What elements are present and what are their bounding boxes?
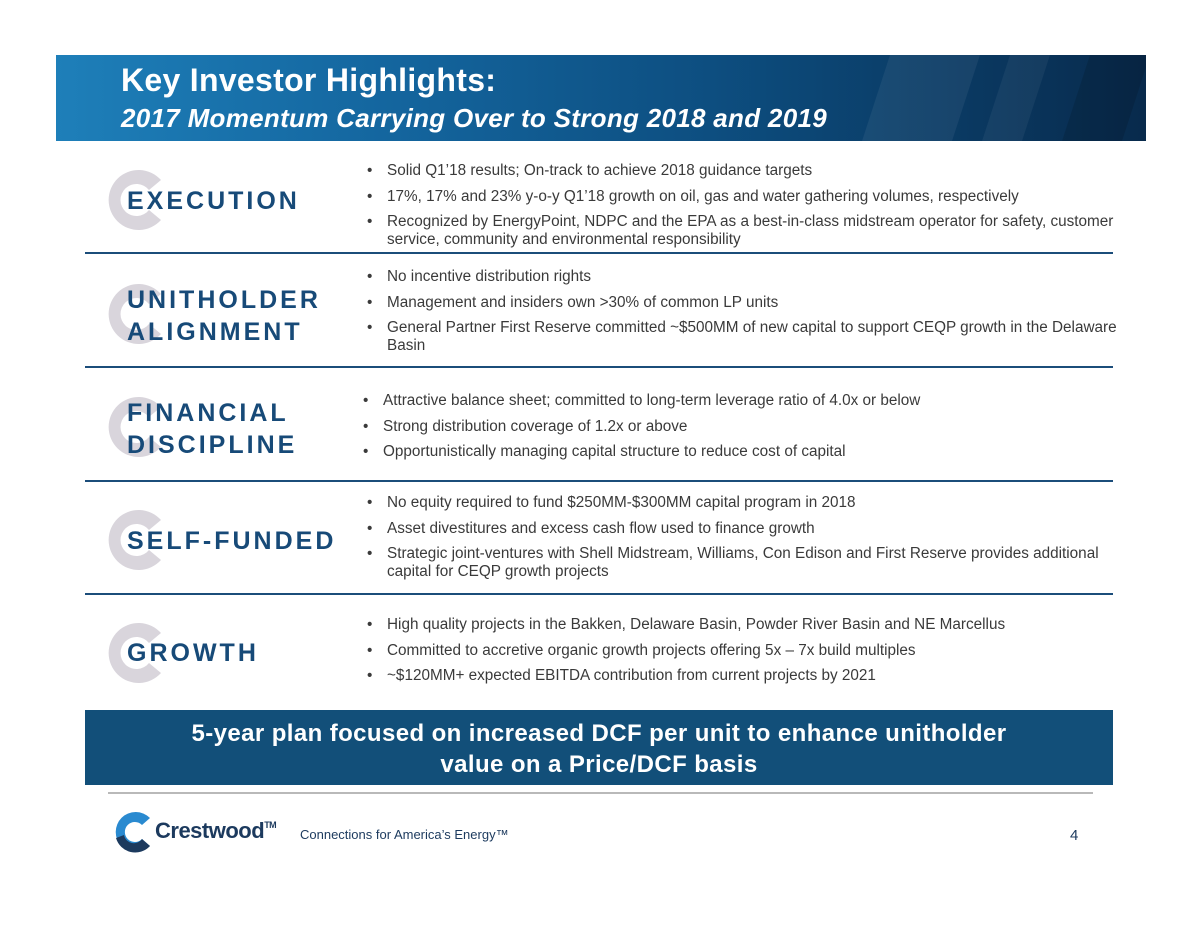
section-divider xyxy=(85,593,1113,595)
section-label: GROWTH xyxy=(127,637,259,669)
logo-wordmark: CrestwoodTM xyxy=(155,818,277,844)
bullet-item: Management and insiders own >30% of comm… xyxy=(367,294,1127,312)
bullet-item: No equity required to fund $250MM-$300MM… xyxy=(367,494,1127,512)
bullet-item: 17%, 17% and 23% y-o-y Q1’18 growth on o… xyxy=(367,188,1127,206)
decorative-streak xyxy=(1062,55,1146,141)
section-divider xyxy=(85,480,1113,482)
section-self-funded: SELF-FUNDED No equity required to fund $… xyxy=(85,482,1113,595)
section-label-line: DISCIPLINE xyxy=(127,431,298,459)
summary-banner-line: 5-year plan focused on increased DCF per… xyxy=(191,720,1007,747)
bullet-item: Solid Q1’18 results; On-track to achieve… xyxy=(367,162,1127,180)
crestwood-c-mark-icon xyxy=(108,623,161,683)
bullet-item: Recognized by EnergyPoint, NDPC and the … xyxy=(367,213,1127,249)
crestwood-c-mark-icon xyxy=(108,510,161,570)
bullet-item: Attractive balance sheet; committed to l… xyxy=(363,392,1123,410)
section-divider xyxy=(85,252,1113,254)
section-label-line: SELF-FUNDED xyxy=(127,527,337,555)
bullet-item: Asset divestitures and excess cash flow … xyxy=(367,520,1127,538)
footer-tagline: Connections for America’s Energy™ xyxy=(300,827,509,842)
logo-wordmark-text: Crestwood xyxy=(155,818,265,843)
section-label-line: FINANCIAL xyxy=(127,399,289,427)
section-execution: EXECUTION Solid Q1’18 results; On-track … xyxy=(85,150,1113,256)
footer-divider xyxy=(108,792,1093,794)
decorative-streak xyxy=(862,55,980,141)
section-growth: GROWTH High quality projects in the Bakk… xyxy=(85,595,1113,705)
bullet-list: High quality projects in the Bakken, Del… xyxy=(367,616,1127,693)
bullet-list: No equity required to fund $250MM-$300MM… xyxy=(367,494,1127,589)
bullet-item: No incentive distribution rights xyxy=(367,268,1127,286)
bullet-item: Committed to accretive organic growth pr… xyxy=(367,642,1127,660)
section-label: FINANCIAL DISCIPLINE xyxy=(127,397,297,461)
section-label-line: EXECUTION xyxy=(127,187,300,215)
crestwood-logo-icon xyxy=(115,812,150,853)
section-label-line: ALIGNMENT xyxy=(127,318,303,346)
section-label: UNITHOLDER ALIGNMENT xyxy=(127,284,321,348)
logo-trademark: TM xyxy=(264,820,277,830)
summary-banner: 5-year plan focused on increased DCF per… xyxy=(85,710,1113,785)
section-unitholder-alignment: UNITHOLDER ALIGNMENT No incentive distri… xyxy=(85,256,1117,369)
section-label: SELF-FUNDED xyxy=(127,525,336,557)
crestwood-c-mark-icon xyxy=(108,397,161,457)
summary-banner-line: value on a Price/DCF basis xyxy=(440,751,758,778)
crestwood-logo: CrestwoodTM xyxy=(110,808,300,858)
crestwood-c-mark-icon xyxy=(108,284,161,344)
section-financial-discipline: FINANCIAL DISCIPLINE Attractive balance … xyxy=(85,369,1113,482)
page-title: Key Investor Highlights: xyxy=(121,62,497,98)
bullet-item: Strategic joint-ventures with Shell Mids… xyxy=(367,545,1127,581)
section-label: EXECUTION xyxy=(127,185,300,217)
section-divider xyxy=(85,366,1113,368)
page-subtitle: 2017 Momentum Carrying Over to Strong 20… xyxy=(121,103,827,133)
section-label-line: GROWTH xyxy=(127,639,259,667)
page-number: 4 xyxy=(1070,827,1079,844)
bullet-item: Opportunistically managing capital struc… xyxy=(363,443,1123,461)
bullet-list: Solid Q1’18 results; On-track to achieve… xyxy=(367,162,1127,257)
bullet-item: General Partner First Reserve committed … xyxy=(367,319,1127,355)
bullet-item: ~$120MM+ expected EBITDA contribution fr… xyxy=(367,667,1127,685)
bullet-item: Strong distribution coverage of 1.2x or … xyxy=(363,418,1123,436)
bullet-list: Attractive balance sheet; committed to l… xyxy=(363,392,1123,469)
bullet-list: No incentive distribution rights Managem… xyxy=(367,268,1127,363)
title-banner: Key Investor Highlights: 2017 Momentum C… xyxy=(56,55,1146,141)
bullet-item: High quality projects in the Bakken, Del… xyxy=(367,616,1127,634)
crestwood-c-mark-icon xyxy=(108,170,161,230)
decorative-streak xyxy=(982,55,1050,141)
section-label-line: UNITHOLDER xyxy=(127,286,321,314)
